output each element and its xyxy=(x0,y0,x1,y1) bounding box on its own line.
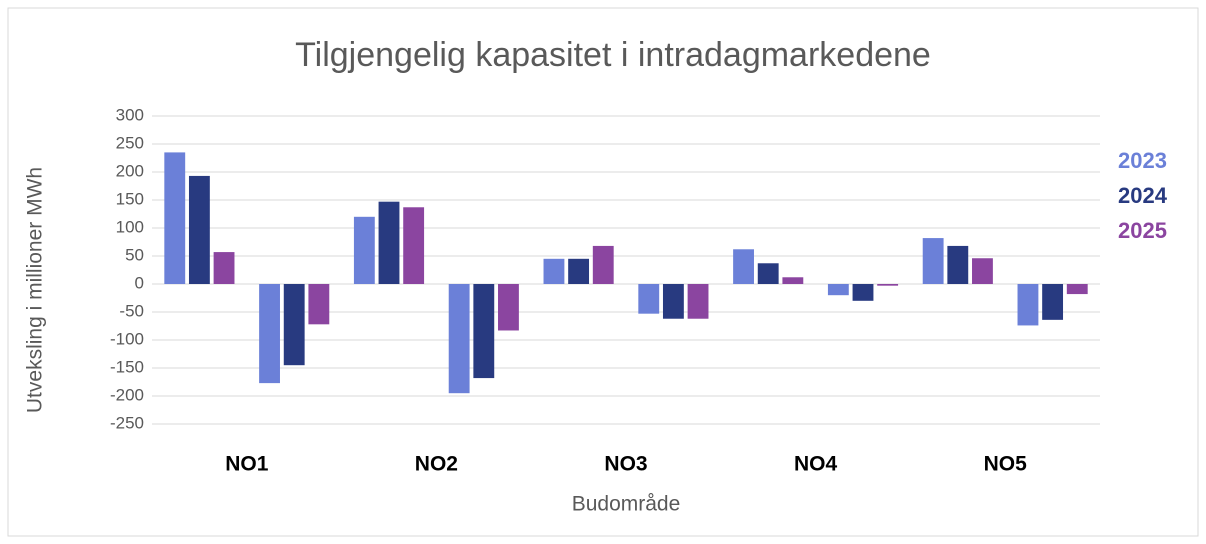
legend-label: 2023 xyxy=(1118,148,1167,173)
bar xyxy=(188,175,210,284)
bar xyxy=(213,252,235,284)
bar xyxy=(403,207,425,284)
bar xyxy=(687,284,709,319)
x-tick-label: NO3 xyxy=(604,453,647,476)
bar xyxy=(922,238,944,284)
y-tick-label: -150 xyxy=(110,357,144,376)
bar xyxy=(757,263,779,284)
y-tick-label: 150 xyxy=(116,189,144,208)
bar xyxy=(448,284,470,394)
x-tick-label: NO5 xyxy=(984,453,1028,476)
y-tick-label: -250 xyxy=(110,413,144,432)
bar xyxy=(733,249,754,284)
bar xyxy=(283,284,305,366)
y-tick-label: 100 xyxy=(116,217,144,236)
legend-label: 2025 xyxy=(1118,218,1167,243)
chart-title: Tilgjengelig kapasitet i intradagmarkede… xyxy=(295,36,931,74)
y-tick-label: -100 xyxy=(110,329,144,348)
y-tick-label: -200 xyxy=(110,385,144,404)
bar xyxy=(972,258,993,284)
bar xyxy=(852,284,874,301)
y-tick-label: 0 xyxy=(135,273,144,292)
bar xyxy=(473,284,495,379)
bar xyxy=(259,284,280,384)
bar xyxy=(568,258,590,284)
bar xyxy=(638,284,660,314)
bar xyxy=(827,284,849,296)
x-tick-label: NO4 xyxy=(794,453,838,476)
x-tick-label: NO1 xyxy=(225,453,269,476)
bar xyxy=(378,201,400,284)
bar xyxy=(498,284,519,331)
y-axis-label: Utveksling i millioner MWh xyxy=(24,167,47,413)
bar xyxy=(353,216,375,284)
bar xyxy=(592,245,614,284)
y-tick-label: 300 xyxy=(116,105,144,124)
y-tick-label: 200 xyxy=(116,161,144,180)
bar xyxy=(782,277,804,284)
y-tick-label: 50 xyxy=(125,245,144,264)
y-tick-label: 250 xyxy=(116,133,144,152)
bar xyxy=(164,152,186,284)
bar xyxy=(947,245,969,284)
bar xyxy=(1042,284,1064,320)
legend-label: 2024 xyxy=(1118,183,1168,208)
x-axis-label: Budområde xyxy=(572,493,681,516)
y-tick-label: -50 xyxy=(119,301,144,320)
bar xyxy=(308,284,330,325)
bar xyxy=(1066,284,1088,295)
x-tick-label: NO2 xyxy=(415,453,458,476)
bar xyxy=(543,258,565,284)
bar xyxy=(662,284,684,319)
bar xyxy=(1017,284,1039,326)
bar xyxy=(877,284,899,286)
